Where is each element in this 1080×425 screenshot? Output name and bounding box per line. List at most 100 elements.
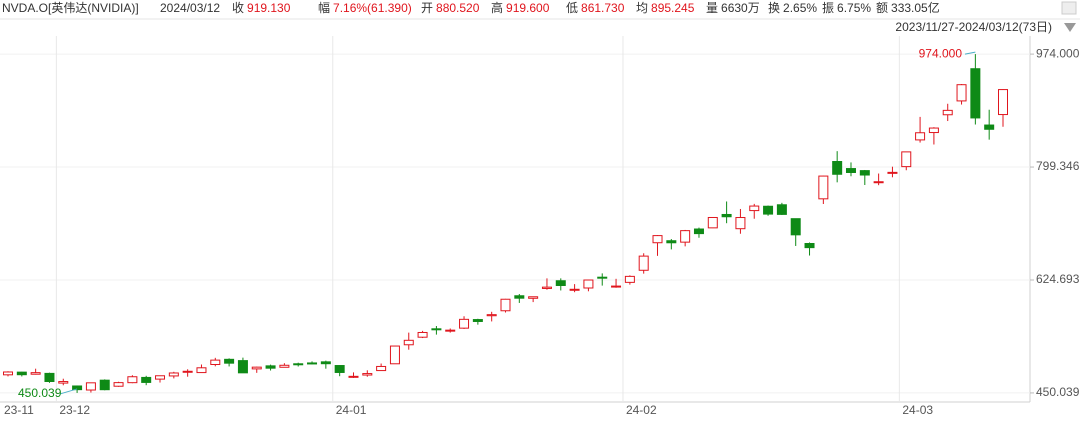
header-label: 振 xyxy=(822,1,834,15)
header-value: 7.16%(61.390) xyxy=(333,1,412,15)
candle-body xyxy=(776,204,787,215)
candle-body xyxy=(832,161,843,175)
candle-body xyxy=(583,279,594,289)
candle-body xyxy=(749,205,760,212)
candle-body xyxy=(168,372,179,377)
candle-body xyxy=(680,230,691,243)
candle-body xyxy=(237,360,248,374)
candle-body xyxy=(127,376,138,384)
candle-body xyxy=(569,288,580,291)
header-label: NVDA.O[英伟达(NVIDIA)] xyxy=(2,1,139,15)
candle-body xyxy=(58,381,69,384)
candle-body xyxy=(804,243,815,249)
candle-body xyxy=(182,370,193,373)
candle-body xyxy=(141,376,152,383)
candle-body xyxy=(666,240,677,244)
header-value: 919.600 xyxy=(506,1,550,15)
candle-body xyxy=(638,255,649,271)
candle-body xyxy=(942,109,953,116)
candle-body xyxy=(293,363,304,366)
candle-body xyxy=(486,314,497,317)
header-label: 量 xyxy=(706,1,718,15)
candle-body xyxy=(362,373,373,376)
range-text: 2023/11/27-2024/03/12(73日) xyxy=(895,20,1052,34)
candle-body xyxy=(320,361,331,365)
candle-body xyxy=(887,171,898,174)
candle-body xyxy=(472,319,483,322)
min-label: 450.039 xyxy=(18,386,62,400)
candle-body xyxy=(265,365,276,369)
candle-body xyxy=(348,375,359,378)
candle-body xyxy=(431,328,442,331)
max-leader xyxy=(964,51,976,55)
candle-body xyxy=(956,84,967,102)
candle-body xyxy=(763,205,774,215)
candle-body xyxy=(210,359,221,365)
candle-body xyxy=(3,371,13,376)
header-label: 低 xyxy=(566,1,578,15)
candle-body xyxy=(72,385,83,391)
header-value: 861.730 xyxy=(581,1,625,15)
candle-body xyxy=(652,235,663,244)
header-value: 333.05亿 xyxy=(891,0,940,15)
header-value: 2.65% xyxy=(783,1,817,15)
candle-body xyxy=(30,372,41,375)
candle-body xyxy=(403,339,414,346)
header-label: 开 xyxy=(421,1,433,15)
y-tick-label: 799.346 xyxy=(1036,159,1080,173)
candle-body xyxy=(611,285,622,288)
header-label: 幅 xyxy=(318,0,330,15)
candle-body xyxy=(376,365,387,372)
candle-body xyxy=(859,170,870,176)
candle-body xyxy=(224,358,235,364)
candle-body xyxy=(928,127,939,134)
candle-body xyxy=(873,181,884,184)
header-label: 均 xyxy=(636,1,648,15)
candle-body xyxy=(984,124,995,130)
x-tick-label: 23-12 xyxy=(59,403,90,417)
candle-body xyxy=(44,372,55,383)
candle-body xyxy=(845,168,856,173)
header-label: 换 xyxy=(768,1,780,15)
candle-body xyxy=(998,89,1008,116)
x-tick-label: 24-02 xyxy=(626,403,657,417)
candle-body xyxy=(707,216,718,229)
header-value: 6630万 xyxy=(721,1,760,15)
candle-body xyxy=(113,382,124,387)
candle-body xyxy=(818,175,829,200)
candle-body xyxy=(901,151,912,168)
candle-body xyxy=(500,298,511,312)
candle-body xyxy=(445,329,456,332)
header-label: 高 xyxy=(491,0,503,15)
dropdown-arrow[interactable] xyxy=(1064,23,1076,32)
candle-body xyxy=(721,213,732,218)
header-value: 895.245 xyxy=(651,1,695,15)
candle-body xyxy=(307,362,318,365)
candle-body xyxy=(85,382,96,391)
candle-body xyxy=(459,318,470,329)
x-tick-label: 24-01 xyxy=(336,403,367,417)
max-label: 974.000 xyxy=(919,46,963,60)
header-value: 919.130 xyxy=(247,1,291,15)
min-leader xyxy=(59,388,78,395)
y-tick-label: 974.000 xyxy=(1036,46,1080,60)
candle-body xyxy=(597,276,608,279)
candle-body xyxy=(251,366,262,370)
header-label: 2024/03/12 xyxy=(160,1,220,15)
candle-body xyxy=(389,345,400,365)
candle-body xyxy=(196,367,207,374)
header-label: 额 xyxy=(876,1,888,15)
candle-body xyxy=(417,331,428,338)
candle-body xyxy=(624,275,635,283)
candle-body xyxy=(155,375,166,380)
x-tick-label: 23-11 xyxy=(4,403,34,417)
candle-body xyxy=(99,379,110,391)
header-label: 收 xyxy=(232,1,244,15)
candle-body xyxy=(334,365,345,373)
x-tick-label: 24-03 xyxy=(902,403,933,417)
y-tick-label: 624.693 xyxy=(1036,272,1080,286)
candle-body xyxy=(693,228,704,235)
header-value: 880.520 xyxy=(436,1,480,15)
